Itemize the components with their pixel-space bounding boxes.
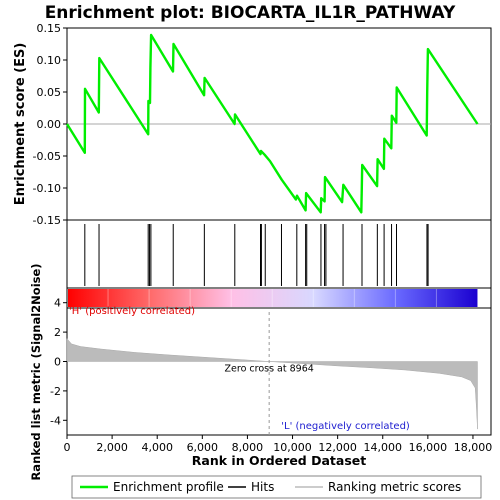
legend-label: Ranking metric scores <box>328 480 461 494</box>
series-enrichment-profile <box>65 33 479 214</box>
hit-marks <box>84 224 429 286</box>
x-tick-label: 4,000 <box>141 441 173 454</box>
series-ranking-metric-scores <box>66 338 478 430</box>
x-tick-label: 6,000 <box>187 441 219 454</box>
zero-cross-label: Zero cross at 8964 <box>225 364 314 375</box>
es-y-tick-label: 0.00 <box>37 118 62 131</box>
metric-y-tick-label: 2 <box>54 326 61 339</box>
chart-title: Enrichment plot: BIOCARTA_IL1R_PATHWAY <box>45 3 456 23</box>
legend: Enrichment profile Hits Ranking metric sco… <box>71 475 482 499</box>
x-axis-label: Rank in Ordered Dataset <box>192 453 366 468</box>
x-tick-label: 14,000 <box>363 441 402 454</box>
es-y-tick-label: -0.05 <box>33 150 61 163</box>
metric-y-tick-label: 0 <box>54 356 61 369</box>
legend-frame <box>71 475 482 499</box>
x-tick-label: 0 <box>64 441 71 454</box>
legend-label: Enrichment profile <box>113 480 224 494</box>
metric-y-axis: 4 2 0 -2 -4 <box>50 297 67 427</box>
metric-y-tick-label: -4 <box>50 414 61 427</box>
x-axis: 0 2,000 4,000 6,000 8,000 10,000 12,000 14,000 1… <box>64 435 493 454</box>
es-y-tick-label: 0.10 <box>37 54 62 67</box>
es-y-tick-label: 0.15 <box>37 22 62 35</box>
ranking-color-bar <box>68 289 478 307</box>
x-tick-label: 12,000 <box>318 441 357 454</box>
x-tick-label: 18,000 <box>454 441 493 454</box>
legend-label: Hits <box>251 480 274 494</box>
es-y-axis-label: Enrichment score (ES) <box>13 43 28 206</box>
color-bar-gradient <box>68 289 478 307</box>
x-tick-label: 10,000 <box>273 441 312 454</box>
metric-y-tick-label: 4 <box>54 297 61 310</box>
x-tick-label: 2,000 <box>96 441 128 454</box>
x-tick-label: 16,000 <box>409 441 448 454</box>
es-y-tick-label: 0.05 <box>37 86 62 99</box>
x-tick-label: 8,000 <box>232 441 264 454</box>
metric-y-axis-label: Ranked list metric (Signal2Noise) <box>29 263 43 480</box>
es-y-tick-label: -0.15 <box>33 214 61 227</box>
positive-correlation-label: 'H' (positively correlated) <box>69 306 195 317</box>
negative-correlation-label: 'L' (negatively correlated) <box>281 421 410 432</box>
metric-y-tick-label: -2 <box>50 385 61 398</box>
es-y-axis: 0.15 0.10 0.05 0.00 -0.05 -0.10 -0.15 <box>33 22 67 227</box>
es-y-tick-label: -0.10 <box>33 182 61 195</box>
